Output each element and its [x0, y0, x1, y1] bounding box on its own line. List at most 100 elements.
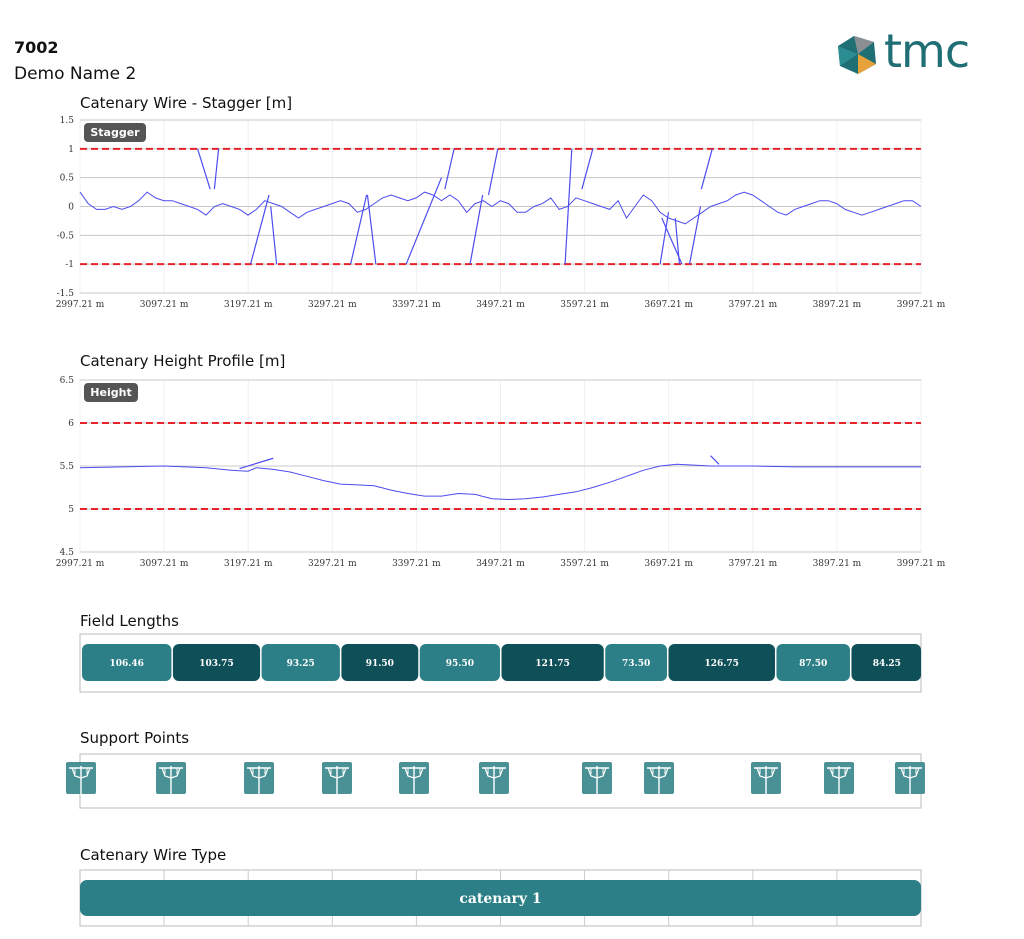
stagger-segment-line — [564, 148, 573, 265]
stagger-segment-line — [487, 148, 499, 196]
height-xtick-label: 3997.21 m — [897, 559, 946, 569]
stagger-xtick-label: 3197.21 m — [224, 300, 273, 310]
stagger-xtick-label: 3597.21 m — [560, 300, 609, 310]
field-length-label: 73.50 — [622, 659, 650, 669]
stagger-segment-line — [366, 194, 377, 265]
field-lengths-strip: 106.46 103.75 93.25 91.50 95.50 121.75 73.50 12… — [79, 630, 1024, 700]
support-mast-icon — [479, 762, 509, 796]
stagger-xtick-label: 3797.21 m — [728, 300, 777, 310]
stagger-segment-line — [700, 148, 713, 190]
support-mast-icon — [582, 762, 612, 796]
height-ytick-label: 4.5 — [60, 548, 75, 558]
stagger-segment-line — [444, 148, 455, 190]
stagger-series-line — [79, 191, 922, 225]
record-name: Demo Name 2 — [14, 64, 137, 84]
stagger-segment-line — [581, 148, 594, 190]
field-lengths-title: Field Lengths — [80, 612, 179, 630]
height-xtick-label: 3697.21 m — [644, 559, 693, 569]
stagger-ytick-label: -0.5 — [57, 231, 75, 241]
stagger-xtick-label: 3997.21 m — [897, 300, 946, 310]
height-chart-title: Catenary Height Profile [m] — [80, 352, 286, 370]
stagger-xtick-label: 3097.21 m — [140, 300, 189, 310]
support-mast-icon — [399, 762, 429, 796]
height-xtick-label: 3097.21 m — [140, 559, 189, 569]
tmc-logo-text: tmc — [884, 24, 970, 78]
stagger-badge — [84, 123, 146, 142]
support-mast-icon — [244, 762, 274, 796]
field-length-bar — [341, 644, 419, 681]
support-mast-icon — [751, 762, 781, 796]
height-xtick-label: 3497.21 m — [476, 559, 525, 569]
stagger-xtick-label: 3497.21 m — [476, 300, 525, 310]
support-mast-icon — [644, 762, 674, 796]
field-length-label: 93.25 — [287, 659, 315, 669]
field-length-bar — [172, 644, 261, 681]
height-segment-line — [239, 457, 274, 470]
support-mast-icon — [895, 762, 925, 796]
stagger-segment-line — [674, 217, 681, 265]
field-length-bar — [501, 644, 604, 681]
height-xtick-label: 2997.21 m — [56, 559, 105, 569]
stagger-chart-title: Catenary Wire - Stagger [m] — [80, 94, 293, 112]
wire-type-strip: catenary 1 — [79, 869, 922, 927]
stagger-xtick-label: 3697.21 m — [644, 300, 693, 310]
stagger-segment-line — [469, 194, 484, 265]
stagger-segment-line — [405, 177, 443, 265]
field-length-bar — [851, 644, 921, 681]
tmc-logo-icon — [838, 36, 876, 74]
stagger-segment-line — [270, 206, 278, 265]
field-strip-mask — [922, 630, 1024, 700]
height-xtick-label: 3297.21 m — [308, 559, 357, 569]
field-length-label: 121.75 — [535, 659, 569, 669]
field-length-bar — [419, 644, 500, 681]
height-xtick-label: 3597.21 m — [560, 559, 609, 569]
stagger-xtick-label: 3397.21 m — [392, 300, 441, 310]
field-length-label: 91.50 — [366, 659, 394, 669]
support-mast-icon — [156, 762, 186, 796]
stagger-ytick-label: 1.5 — [60, 116, 75, 126]
height-ytick-label: 5.5 — [60, 462, 75, 472]
height-xtick-label: 3197.21 m — [224, 559, 273, 569]
wire-type-label: catenary 1 — [459, 891, 541, 907]
field-length-label: 126.75 — [705, 659, 739, 669]
wire-type-bar — [80, 880, 921, 916]
height-series-line — [79, 463, 921, 501]
field-length-label: 84.25 — [873, 659, 901, 669]
stagger-xtick-label: 2997.21 m — [56, 300, 105, 310]
stagger-segment-line — [196, 148, 211, 190]
field-length-bar — [82, 644, 172, 681]
field-length-label: 87.50 — [799, 659, 827, 669]
field-length-bar — [668, 644, 775, 681]
height-ytick-label: 6.5 — [60, 376, 75, 386]
field-length-bar — [776, 644, 850, 681]
wire-type-title: Catenary Wire Type — [80, 846, 227, 864]
height-xtick-label: 3797.21 m — [728, 559, 777, 569]
support-mast-icon — [824, 762, 854, 796]
stagger-segment-line — [249, 194, 270, 265]
stagger-ytick-label: -1.5 — [57, 289, 75, 299]
stagger-segment-line — [213, 148, 220, 190]
height-xtick-label: 3897.21 m — [813, 559, 862, 569]
stagger-segment-line — [688, 206, 702, 265]
height-segment-line — [710, 455, 720, 465]
stagger-ytick-label: 0.5 — [60, 174, 75, 184]
stagger-ytick-label: -1 — [65, 260, 74, 270]
height-ytick-label: 5 — [68, 505, 74, 515]
height-xtick-label: 3397.21 m — [392, 559, 441, 569]
height-badge-label: Height — [90, 386, 131, 399]
field-length-label: 95.50 — [446, 659, 474, 669]
field-length-bar — [605, 644, 667, 681]
stagger-xtick-label: 3297.21 m — [308, 300, 357, 310]
support-mast-icon — [322, 762, 352, 796]
stagger-badge-label: Stagger — [90, 126, 140, 139]
field-length-label: 106.46 — [109, 659, 143, 669]
stagger-segment-line — [350, 194, 368, 265]
support-points-title: Support Points — [80, 729, 190, 747]
height-badge — [84, 383, 138, 402]
stagger-ytick-label: 1 — [68, 145, 74, 155]
stagger-segment-line — [659, 212, 670, 265]
height-ytick-label: 6 — [68, 419, 74, 429]
field-length-bar — [261, 644, 340, 681]
